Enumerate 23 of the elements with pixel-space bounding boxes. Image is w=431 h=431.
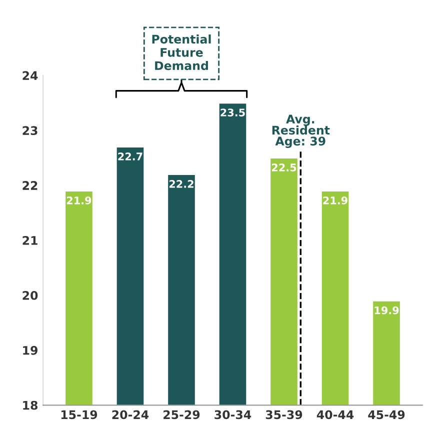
- y-tick-label: 22: [22, 181, 38, 190]
- y-tick-label: 24: [22, 71, 38, 80]
- y-tick-label: 23: [22, 126, 38, 136]
- data-label: 19.9: [374, 306, 399, 314]
- data-label: 22.5: [272, 164, 296, 172]
- y-tick-label: 21: [22, 236, 38, 245]
- x-tick-label: 45-49: [368, 410, 405, 420]
- data-label: 22.2: [169, 180, 194, 188]
- x-tick-label: 35-39: [266, 410, 302, 420]
- data-label: 22.7: [118, 152, 142, 160]
- ref-line-label: Avg. Resident Age: 39: [272, 114, 330, 148]
- x-tick-label: 20-24: [112, 410, 149, 420]
- data-label: 23.5: [220, 108, 245, 116]
- text: Potential Future Demand: [152, 34, 211, 70]
- x-tick-label: 25-29: [164, 410, 200, 420]
- data-label: 21.9: [66, 196, 92, 204]
- x-tick-label: 40-44: [316, 410, 354, 420]
- y-tick-label: 18: [23, 400, 38, 410]
- x-tick-label: 30-34: [214, 410, 252, 420]
- y-tick-label: 19: [23, 346, 38, 355]
- x-tick-label: 15-19: [61, 410, 98, 420]
- data-label: 21.9: [323, 196, 348, 204]
- y-tick-label: 20: [22, 290, 38, 300]
